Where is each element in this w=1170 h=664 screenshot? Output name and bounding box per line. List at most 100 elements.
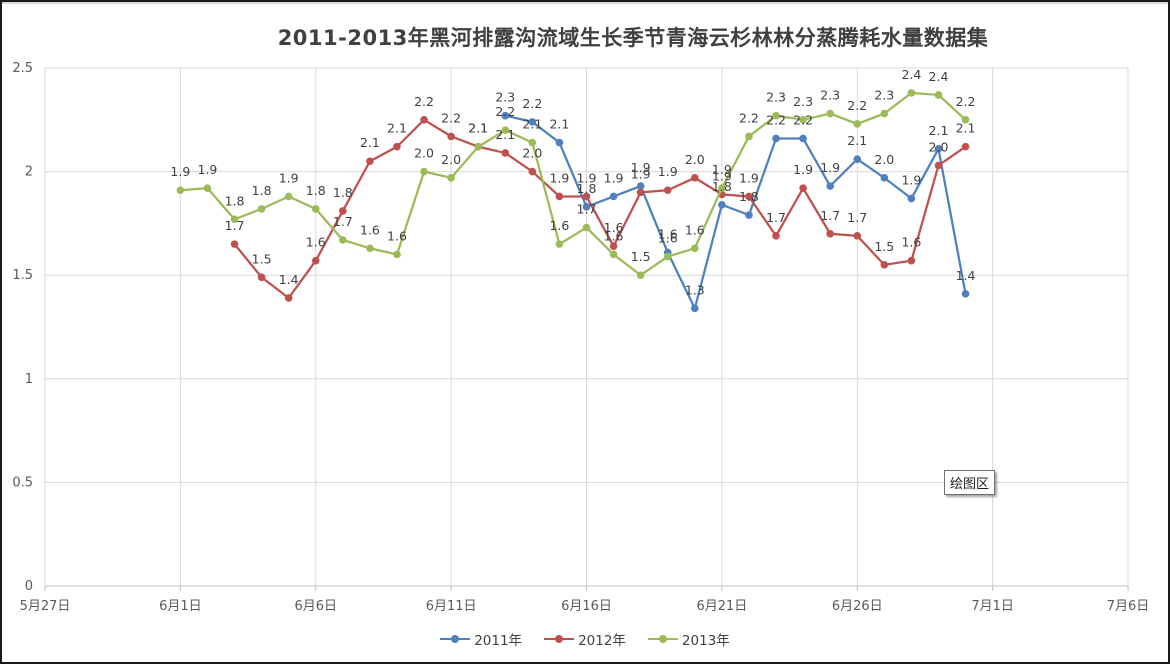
data-point[interactable]: [582, 192, 591, 201]
data-point[interactable]: [555, 240, 564, 248]
data-point[interactable]: [907, 194, 916, 203]
data-point[interactable]: [718, 184, 726, 192]
series-line-3[interactable]: [180, 91, 967, 277]
data-point[interactable]: [393, 250, 401, 259]
legend-item[interactable]: 2013年: [647, 629, 730, 649]
data-point[interactable]: [636, 182, 645, 190]
data-point[interactable]: [772, 134, 780, 143]
data-point[interactable]: [311, 205, 320, 213]
data-point[interactable]: [528, 167, 537, 176]
data-point[interactable]: [528, 138, 537, 147]
data-point[interactable]: [609, 250, 618, 259]
data-label: 2.0: [929, 139, 949, 154]
data-point[interactable]: [907, 256, 916, 265]
legend-item[interactable]: 2012年: [544, 629, 626, 649]
data-point[interactable]: [528, 118, 537, 126]
data-label: 1.9: [712, 162, 732, 177]
data-label: 2.0: [522, 146, 542, 161]
data-point[interactable]: [366, 244, 374, 253]
data-point[interactable]: [203, 184, 212, 192]
data-point[interactable]: [582, 223, 591, 232]
data-point[interactable]: [501, 149, 510, 157]
data-label: 2.1: [495, 127, 515, 142]
data-point[interactable]: [257, 205, 266, 213]
data-point[interactable]: [772, 232, 780, 240]
data-label: 1.9: [170, 164, 190, 179]
data-label: 1.5: [631, 249, 651, 264]
data-point[interactable]: [176, 186, 185, 195]
series-line-2[interactable]: [233, 118, 967, 300]
data-point[interactable]: [339, 236, 347, 244]
data-point[interactable]: [745, 211, 753, 219]
data-point[interactable]: [799, 184, 807, 192]
data-label: 1.3: [685, 282, 705, 297]
data-point[interactable]: [799, 134, 807, 143]
data-point[interactable]: [663, 186, 672, 195]
data-label: 1.6: [604, 220, 624, 235]
data-point[interactable]: [555, 192, 564, 201]
data-point[interactable]: [826, 109, 834, 118]
data-point[interactable]: [691, 304, 699, 313]
data-point[interactable]: [636, 271, 645, 280]
x-tick-label: 6月16日: [561, 599, 612, 614]
data-point[interactable]: [555, 138, 564, 147]
data-point[interactable]: [691, 244, 699, 253]
data-point[interactable]: [718, 200, 726, 209]
series-line-1[interactable]: [505, 114, 967, 310]
data-point[interactable]: [474, 142, 483, 151]
data-point[interactable]: [230, 215, 239, 224]
data-point[interactable]: [853, 232, 862, 240]
data-point[interactable]: [853, 120, 862, 128]
data-point[interactable]: [934, 161, 943, 170]
data-label: 1.6: [360, 222, 380, 237]
data-point[interactable]: [826, 182, 834, 190]
data-label: 2.0: [441, 152, 461, 167]
data-point[interactable]: [745, 132, 753, 141]
data-label: 1.7: [577, 202, 597, 217]
data-point[interactable]: [582, 203, 591, 211]
data-point[interactable]: [880, 109, 889, 118]
data-point[interactable]: [366, 157, 374, 166]
data-point[interactable]: [230, 240, 239, 248]
data-point[interactable]: [961, 290, 970, 298]
data-point[interactable]: [880, 174, 889, 182]
data-label: 2.4: [929, 69, 949, 84]
data-point[interactable]: [501, 111, 510, 120]
data-point[interactable]: [799, 116, 807, 124]
data-point[interactable]: [691, 174, 699, 182]
data-point[interactable]: [907, 89, 916, 97]
data-point[interactable]: [961, 142, 970, 151]
data-point[interactable]: [311, 256, 320, 265]
data-point[interactable]: [826, 229, 834, 238]
data-point[interactable]: [853, 155, 862, 163]
data-point[interactable]: [934, 145, 943, 153]
data-label: 1.9: [793, 162, 813, 177]
data-point[interactable]: [663, 252, 672, 261]
data-point[interactable]: [934, 91, 943, 99]
data-point[interactable]: [339, 207, 347, 215]
data-point[interactable]: [609, 192, 618, 201]
data-point[interactable]: [745, 192, 753, 201]
data-point[interactable]: [393, 142, 401, 151]
data-point[interactable]: [284, 192, 293, 201]
legend[interactable]: 2011年 2012年 2013年: [0, 629, 1170, 649]
data-point[interactable]: [609, 242, 618, 250]
data-point[interactable]: [284, 294, 293, 302]
data-point[interactable]: [636, 188, 645, 197]
data-point[interactable]: [772, 111, 780, 120]
data-point[interactable]: [257, 273, 266, 282]
data-point[interactable]: [961, 116, 970, 124]
data-point[interactable]: [447, 174, 455, 182]
series-layer[interactable]: [176, 89, 970, 313]
data-point[interactable]: [880, 261, 889, 269]
x-tick-label: 6月21日: [696, 599, 747, 614]
legend-item[interactable]: 2011年: [440, 629, 522, 649]
data-label: 1.9: [712, 168, 732, 183]
data-label: 2.1: [549, 117, 569, 132]
data-point[interactable]: [420, 116, 428, 124]
data-label: 1.6: [549, 218, 569, 233]
data-point[interactable]: [420, 167, 428, 176]
data-point[interactable]: [501, 126, 510, 134]
data-point[interactable]: [447, 132, 455, 141]
